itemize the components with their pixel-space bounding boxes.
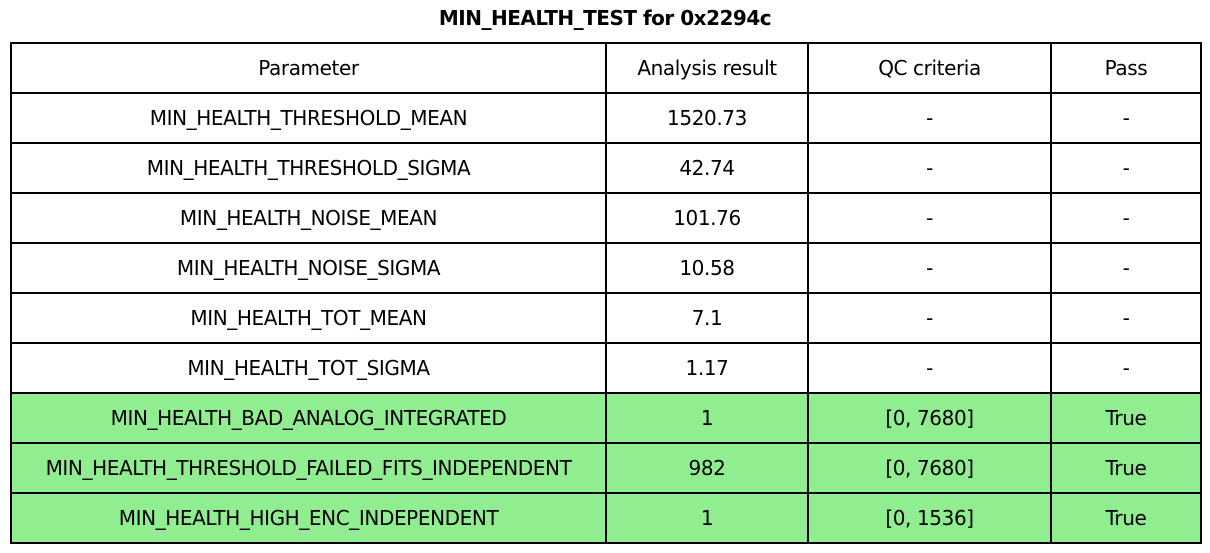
cell-parameter: MIN_HEALTH_TOT_MEAN: [10, 292, 607, 344]
column-header-pass: Pass: [1050, 42, 1202, 94]
cell-analysis-result: 1: [605, 392, 809, 444]
page-title: MIN_HEALTH_TEST for 0x2294c: [438, 6, 772, 30]
table-row: MIN_HEALTH_THRESHOLD_SIGMA 42.74- -: [10, 142, 1202, 194]
table-row: MIN_HEALTH_THRESHOLD_MEAN 1520.73- -: [10, 92, 1202, 144]
cell-parameter: MIN_HEALTH_NOISE_SIGMA: [10, 242, 607, 294]
column-header-qc-criteria: QC criteria: [807, 42, 1052, 94]
cell-pass: -: [1050, 242, 1202, 294]
cell-pass: -: [1050, 292, 1202, 344]
cell-pass: -: [1050, 92, 1202, 144]
cell-qc-criteria: -: [807, 142, 1052, 194]
table-row: MIN_HEALTH_NOISE_MEAN 101.76- -: [10, 192, 1202, 244]
table-row: MIN_HEALTH_NOISE_SIGMA 10.58- -: [10, 242, 1202, 294]
cell-analysis-result: 10.58: [605, 242, 809, 294]
cell-analysis-result: 1: [605, 492, 809, 544]
cell-parameter: MIN_HEALTH_THRESHOLD_MEAN: [10, 92, 607, 144]
cell-pass: True: [1050, 442, 1202, 494]
table-head: Parameter Analysis result QC criteria Pass: [10, 42, 1202, 94]
cell-parameter: MIN_HEALTH_BAD_ANALOG_INTEGRATED: [10, 392, 607, 444]
cell-analysis-result: 1.17: [605, 342, 809, 394]
table-row: MIN_HEALTH_THRESHOLD_FAILED_FITS_INDEPEN…: [10, 442, 1202, 494]
column-header-analysis-result: Analysis result: [605, 42, 809, 94]
cell-qc-criteria: [0, 7680]: [807, 392, 1052, 444]
cell-pass: True: [1050, 392, 1202, 444]
cell-parameter: MIN_HEALTH_THRESHOLD_SIGMA: [10, 142, 607, 194]
cell-qc-criteria: -: [807, 342, 1052, 394]
cell-parameter: MIN_HEALTH_NOISE_MEAN: [10, 192, 607, 244]
cell-qc-criteria: -: [807, 242, 1052, 294]
cell-pass: -: [1050, 142, 1202, 194]
qc-results-table: Parameter Analysis result QC criteria Pass …: [10, 42, 1202, 544]
cell-pass: True: [1050, 492, 1202, 544]
cell-analysis-result: 42.74: [605, 142, 809, 194]
cell-analysis-result: 7.1: [605, 292, 809, 344]
cell-qc-criteria: -: [807, 192, 1052, 244]
cell-qc-criteria: -: [807, 92, 1052, 144]
cell-parameter: MIN_HEALTH_THRESHOLD_FAILED_FITS_INDEPEN…: [10, 442, 607, 494]
table-body: MIN_HEALTH_THRESHOLD_MEAN 1520.73- - MIN_HE…: [10, 92, 1202, 544]
table-row: MIN_HEALTH_HIGH_ENC_INDEPENDENT 1 [0, 1536…: [10, 492, 1202, 544]
column-header-parameter: Parameter: [10, 42, 607, 94]
cell-parameter: MIN_HEALTH_TOT_SIGMA: [10, 342, 607, 394]
cell-parameter: MIN_HEALTH_HIGH_ENC_INDEPENDENT: [10, 492, 607, 544]
cell-analysis-result: 1520.73: [605, 92, 809, 144]
cell-pass: -: [1050, 192, 1202, 244]
table-row: MIN_HEALTH_TOT_SIGMA 1.17- -: [10, 342, 1202, 394]
table-row: MIN_HEALTH_BAD_ANALOG_INTEGRATED 1 [0, 768…: [10, 392, 1202, 444]
cell-qc-criteria: [0, 7680]: [807, 442, 1052, 494]
cell-pass: -: [1050, 342, 1202, 394]
cell-qc-criteria: -: [807, 292, 1052, 344]
header-row: Parameter Analysis result QC criteria Pass: [10, 42, 1202, 94]
table-row: MIN_HEALTH_TOT_MEAN 7.1- -: [10, 292, 1202, 344]
cell-analysis-result: 982: [605, 442, 809, 494]
cell-analysis-result: 101.76: [605, 192, 809, 244]
cell-qc-criteria: [0, 1536]: [807, 492, 1052, 544]
